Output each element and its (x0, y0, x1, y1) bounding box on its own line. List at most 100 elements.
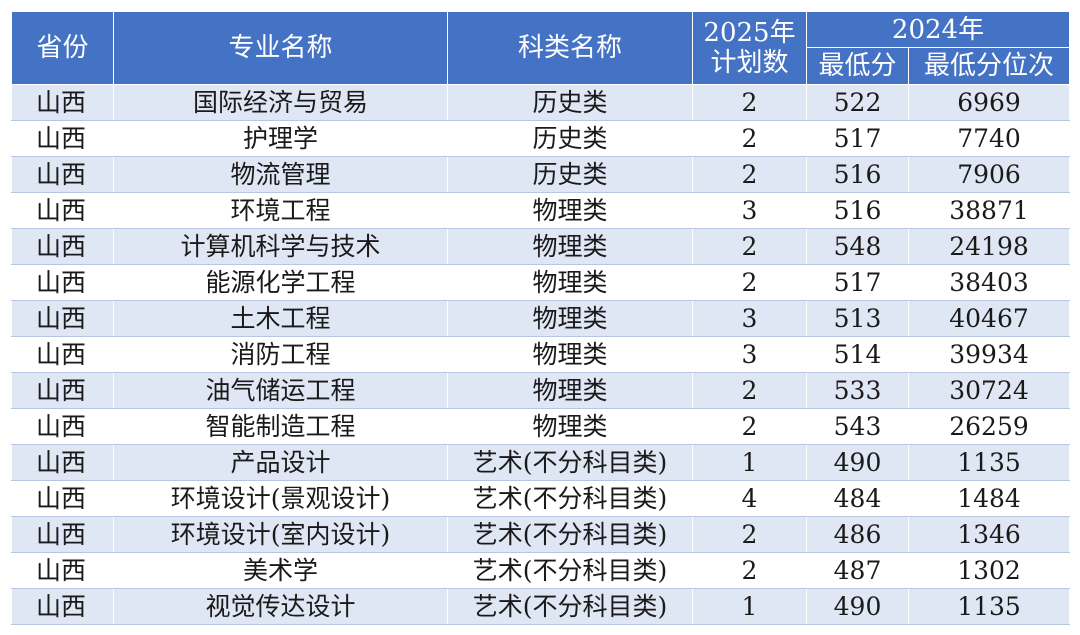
cell-category: 物理类 (447, 372, 693, 409)
cell-min-score: 516 (806, 156, 909, 193)
cell-province: 山西 (11, 516, 114, 553)
cell-plan: 2 (692, 84, 807, 121)
cell-min-rank: 40467 (907, 300, 1071, 337)
header-prev-year: 2024年 (805, 11, 1071, 48)
admission-table: 省份 专业名称 科类名称 2025年 计划数 2024年 最低分 最低分位次 山… (11, 11, 1071, 625)
cell-category: 物理类 (447, 228, 693, 265)
cell-min-score: 548 (806, 228, 909, 265)
cell-major: 环境设计(景观设计) (113, 480, 448, 517)
cell-major: 环境工程 (113, 192, 448, 229)
cell-plan: 2 (692, 120, 807, 157)
cell-min-rank: 38871 (907, 192, 1071, 229)
table-row: 山西 油气储运工程 物理类 2 533 30724 (11, 372, 1071, 409)
cell-major: 计算机科学与技术 (113, 228, 448, 265)
cell-min-score: 517 (806, 264, 909, 301)
header-min-score: 最低分 (806, 47, 909, 85)
cell-province: 山西 (11, 480, 114, 517)
cell-min-rank: 1302 (907, 552, 1071, 589)
cell-min-rank: 39934 (907, 336, 1071, 373)
table-row: 山西 土木工程 物理类 3 513 40467 (11, 300, 1071, 337)
cell-province: 山西 (11, 192, 114, 229)
cell-min-rank: 30724 (907, 372, 1071, 409)
cell-province: 山西 (11, 228, 114, 265)
cell-plan: 2 (692, 516, 807, 553)
header-plan: 2025年 计划数 (692, 11, 807, 85)
cell-min-rank: 38403 (907, 264, 1071, 301)
table-header: 省份 专业名称 科类名称 2025年 计划数 2024年 最低分 最低分位次 (11, 11, 1071, 85)
cell-min-rank: 7740 (907, 120, 1071, 157)
cell-min-score: 514 (806, 336, 909, 373)
cell-min-score: 543 (806, 408, 909, 445)
cell-major: 产品设计 (113, 444, 448, 481)
table-row: 山西 智能制造工程 物理类 2 543 26259 (11, 408, 1071, 445)
cell-province: 山西 (11, 552, 114, 589)
cell-category: 物理类 (447, 408, 693, 445)
cell-major: 环境设计(室内设计) (113, 516, 448, 553)
cell-plan: 2 (692, 552, 807, 589)
cell-min-rank: 1135 (907, 588, 1071, 625)
cell-min-score: 486 (806, 516, 909, 553)
cell-category: 艺术(不分科目类) (447, 552, 693, 589)
cell-min-score: 517 (806, 120, 909, 157)
table-row: 山西 环境设计(景观设计) 艺术(不分科目类) 4 484 1484 (11, 480, 1071, 517)
cell-category: 物理类 (447, 192, 693, 229)
cell-min-score: 490 (806, 444, 909, 481)
cell-min-rank: 1346 (907, 516, 1071, 553)
cell-major: 油气储运工程 (113, 372, 448, 409)
cell-category: 艺术(不分科目类) (447, 444, 693, 481)
cell-province: 山西 (11, 264, 114, 301)
header-major: 专业名称 (113, 11, 448, 85)
cell-major: 土木工程 (113, 300, 448, 337)
cell-plan: 3 (692, 300, 807, 337)
cell-plan: 2 (692, 408, 807, 445)
table-row: 山西 环境工程 物理类 3 516 38871 (11, 192, 1071, 229)
table-row: 山西 消防工程 物理类 3 514 39934 (11, 336, 1071, 373)
cell-category: 艺术(不分科目类) (447, 480, 693, 517)
cell-plan: 1 (692, 588, 807, 625)
cell-min-score: 513 (806, 300, 909, 337)
cell-major: 护理学 (113, 120, 448, 157)
cell-province: 山西 (11, 300, 114, 337)
table-row: 山西 视觉传达设计 艺术(不分科目类) 1 490 1135 (11, 588, 1071, 625)
cell-major: 美术学 (113, 552, 448, 589)
cell-category: 物理类 (447, 300, 693, 337)
cell-min-rank: 24198 (907, 228, 1071, 265)
cell-category: 艺术(不分科目类) (447, 588, 693, 625)
cell-min-score: 516 (806, 192, 909, 229)
cell-plan: 3 (692, 192, 807, 229)
cell-category: 历史类 (447, 84, 693, 121)
cell-min-rank: 1135 (907, 444, 1071, 481)
cell-plan: 2 (692, 264, 807, 301)
cell-category: 艺术(不分科目类) (447, 516, 693, 553)
cell-province: 山西 (11, 588, 114, 625)
table-row: 山西 环境设计(室内设计) 艺术(不分科目类) 2 486 1346 (11, 516, 1071, 553)
table-row: 山西 产品设计 艺术(不分科目类) 1 490 1135 (11, 444, 1071, 481)
cell-province: 山西 (11, 444, 114, 481)
header-category: 科类名称 (447, 11, 693, 85)
cell-category: 历史类 (447, 156, 693, 193)
cell-major: 视觉传达设计 (113, 588, 448, 625)
cell-major: 国际经济与贸易 (113, 84, 448, 121)
cell-province: 山西 (11, 156, 114, 193)
cell-plan: 2 (692, 228, 807, 265)
cell-min-rank: 6969 (907, 84, 1071, 121)
cell-plan: 2 (692, 372, 807, 409)
cell-major: 智能制造工程 (113, 408, 448, 445)
cell-min-score: 522 (806, 84, 909, 121)
cell-min-score: 487 (806, 552, 909, 589)
cell-province: 山西 (11, 120, 114, 157)
cell-province: 山西 (11, 372, 114, 409)
cell-min-rank: 1484 (907, 480, 1071, 517)
cell-category: 物理类 (447, 264, 693, 301)
table-row: 山西 能源化学工程 物理类 2 517 38403 (11, 264, 1071, 301)
cell-min-score: 490 (806, 588, 909, 625)
cell-plan: 4 (692, 480, 807, 517)
cell-province: 山西 (11, 84, 114, 121)
cell-plan: 3 (692, 336, 807, 373)
cell-province: 山西 (11, 408, 114, 445)
cell-plan: 1 (692, 444, 807, 481)
table-row: 山西 护理学 历史类 2 517 7740 (11, 120, 1071, 157)
cell-plan: 2 (692, 156, 807, 193)
table-row: 山西 物流管理 历史类 2 516 7906 (11, 156, 1071, 193)
cell-category: 物理类 (447, 336, 693, 373)
